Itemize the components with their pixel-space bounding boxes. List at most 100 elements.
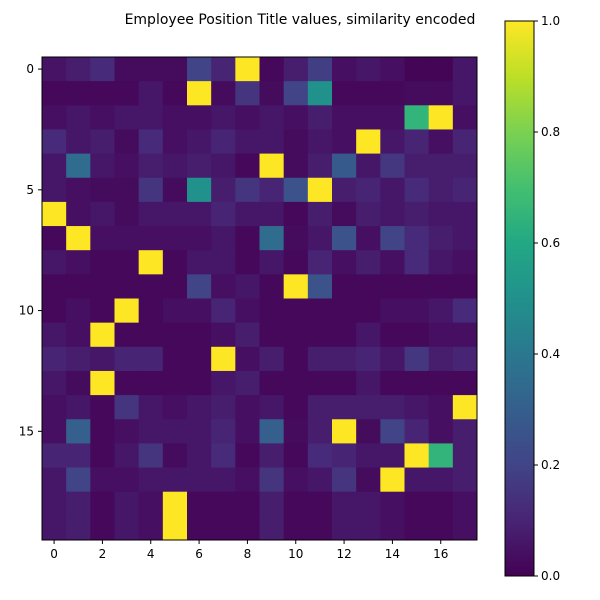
heatmap-cell	[42, 419, 67, 444]
heatmap-cell	[162, 57, 188, 82]
heatmap-cell	[114, 105, 140, 130]
heatmap-cell	[380, 226, 405, 251]
heatmap-cell	[66, 346, 91, 372]
heatmap-cell	[332, 153, 357, 179]
heatmap-cell	[162, 322, 188, 348]
heatmap-cell	[259, 57, 285, 82]
heatmap-cell	[187, 129, 212, 154]
heatmap-cell	[235, 129, 260, 154]
heatmap-cell	[332, 467, 357, 493]
heatmap-cell	[283, 346, 309, 372]
heatmap-cell	[66, 419, 91, 444]
heatmap-cell	[162, 177, 188, 203]
heatmap-cell	[138, 105, 164, 130]
heatmap-cell	[452, 177, 478, 203]
heatmap-cell	[356, 491, 381, 517]
heatmap-cell	[452, 250, 478, 275]
heatmap-cell	[259, 250, 285, 275]
heatmap-cell	[162, 370, 188, 396]
heatmap-cell	[259, 443, 285, 468]
heatmap-cell	[332, 129, 357, 154]
x-tick-label: 6	[195, 547, 203, 561]
heatmap-cell	[42, 467, 67, 493]
heatmap-cell	[259, 322, 285, 348]
heatmap-cell	[259, 419, 285, 444]
heatmap-cell	[428, 81, 454, 106]
colorbar-tick-label: 0.2	[541, 458, 560, 472]
heatmap-cell	[138, 515, 164, 541]
heatmap-cell	[90, 443, 115, 468]
y-axis: 0 5 10 15	[19, 62, 42, 438]
heatmap-cell	[332, 370, 357, 396]
heatmap-cell	[187, 395, 212, 420]
heatmap-cell	[211, 274, 236, 299]
x-tick-label: 2	[99, 547, 107, 561]
heatmap-cell	[428, 250, 454, 275]
heatmap-cell	[283, 274, 309, 299]
heatmap-cell	[162, 443, 188, 468]
heatmap-cell	[138, 129, 164, 154]
heatmap-cell	[187, 250, 212, 275]
heatmap-cell	[138, 370, 164, 396]
heatmap-cell	[187, 515, 212, 541]
heatmap-cell	[114, 57, 140, 82]
heatmap-cell	[332, 177, 357, 203]
heatmap-cell	[380, 298, 405, 324]
heatmap-cell	[66, 274, 91, 299]
heatmap-cell	[283, 395, 309, 420]
heatmap-cell	[66, 57, 91, 82]
heatmap-cell	[235, 467, 260, 493]
heatmap-cell	[187, 491, 212, 517]
heatmap-cell	[114, 346, 140, 372]
heatmap-cell	[428, 419, 454, 444]
heatmap-cell	[380, 81, 405, 106]
heatmap-cell	[332, 515, 357, 541]
heatmap-cell	[187, 57, 212, 82]
heatmap-cell	[211, 226, 236, 251]
heatmap-cell	[187, 346, 212, 372]
heatmap-cell	[187, 81, 212, 106]
heatmap-cell	[138, 346, 164, 372]
heatmap-cell	[66, 250, 91, 275]
heatmap-cell	[259, 370, 285, 396]
heatmap-cell	[380, 370, 405, 396]
heatmap-cell	[404, 322, 430, 348]
heatmap-cell	[187, 177, 212, 203]
heatmap-cell	[90, 81, 115, 106]
heatmap-cell	[114, 395, 140, 420]
heatmap-cell	[356, 250, 381, 275]
heatmap-cell	[404, 443, 430, 468]
heatmap-cell	[211, 298, 236, 324]
heatmap-cell	[187, 274, 212, 299]
heatmap-cell	[307, 274, 333, 299]
heatmap-cell	[42, 129, 67, 154]
heatmap-cell	[307, 346, 333, 372]
heatmap-cell	[404, 395, 430, 420]
heatmap-cell	[404, 274, 430, 299]
heatmap-cell	[380, 515, 405, 541]
heatmap-cell	[42, 443, 67, 468]
heatmap-cell	[114, 467, 140, 493]
heatmap-cell	[235, 201, 260, 227]
colorbar-tick-label: 0.8	[541, 125, 560, 139]
heatmap-cell	[356, 419, 381, 444]
heatmap-cell	[259, 81, 285, 106]
heatmap-cell	[66, 491, 91, 517]
heatmap-cell	[380, 57, 405, 82]
heatmap-cell	[259, 201, 285, 227]
heatmap-cell	[114, 81, 140, 106]
colorbar-tick-label: 1.0	[541, 14, 560, 28]
heatmap-cell	[356, 395, 381, 420]
heatmap-cell	[162, 274, 188, 299]
heatmap-cell	[259, 226, 285, 251]
heatmap-cell	[162, 395, 188, 420]
heatmap-cell	[332, 395, 357, 420]
heatmap-cell	[235, 226, 260, 251]
heatmap-cell	[332, 322, 357, 348]
heatmap-cell	[187, 419, 212, 444]
heatmap-cell	[211, 395, 236, 420]
heatmap-cell	[162, 515, 188, 541]
heatmap-cell	[42, 491, 67, 517]
heatmap-cell	[235, 395, 260, 420]
heatmap-cell	[211, 250, 236, 275]
